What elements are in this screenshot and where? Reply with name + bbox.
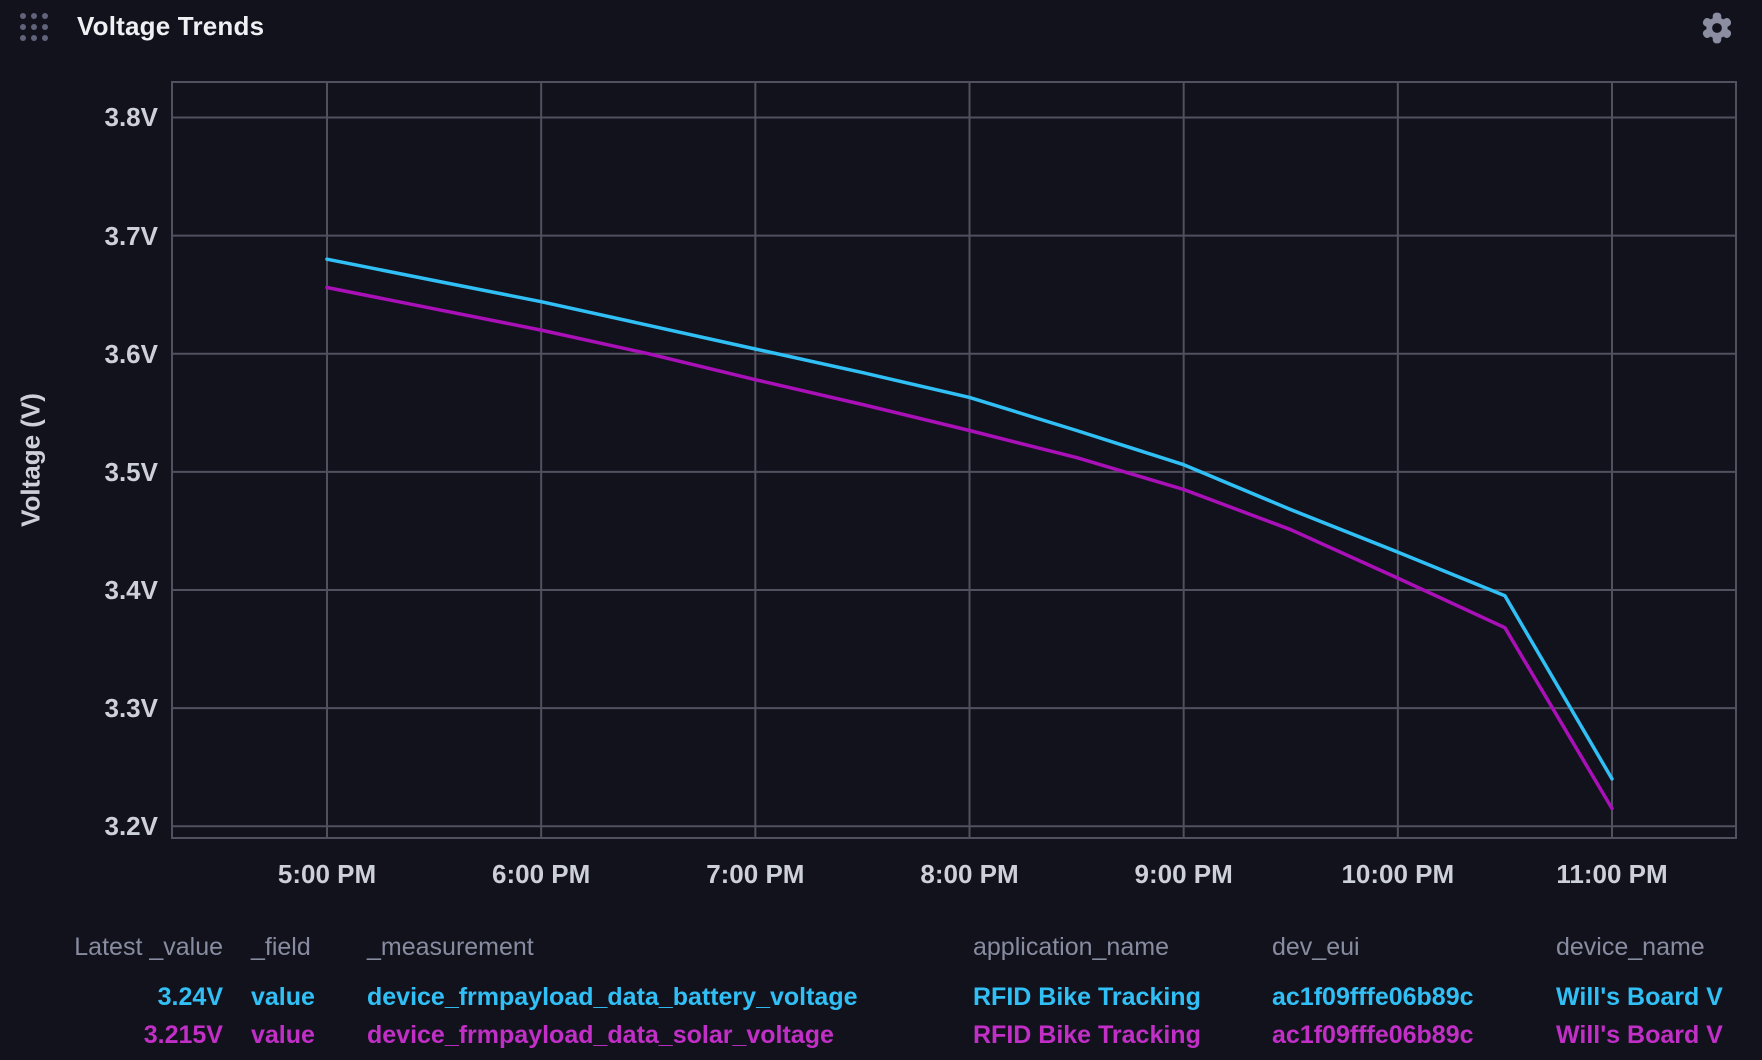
y-tick-label: 3.6V — [104, 338, 159, 369]
drag-handle-icon[interactable] — [20, 13, 48, 41]
legend-cell-application_name: RFID Bike Tracking — [973, 983, 1201, 1011]
drag-dot — [31, 35, 37, 41]
y-axis-title: Voltage (V) — [15, 393, 46, 527]
x-tick-label: 8:00 PM — [920, 859, 1019, 889]
legend-header-field: _field — [251, 933, 311, 961]
y-tick-label: 3.3V — [104, 693, 159, 724]
settings-gear-icon[interactable] — [1700, 11, 1734, 45]
legend-header-latest_value: Latest _value — [74, 933, 223, 961]
series-line-device_frmpayload_data_solar_voltage — [325, 285, 1614, 811]
plot-border — [171, 81, 1737, 839]
x-tick-label: 5:00 PM — [277, 859, 377, 889]
drag-dot — [42, 35, 48, 41]
legend-cell-dev_eui: ac1f09fffe06b89c — [1272, 1021, 1474, 1049]
legend-cell-measurement: device_frmpayload_data_solar_voltage — [367, 1021, 834, 1049]
y-tick-label: 3.2V — [104, 811, 159, 842]
x-tick-label: 6:00 PM — [492, 859, 591, 889]
cell-header: Voltage Trends — [0, 0, 1762, 56]
legend-header-application_name: application_name — [973, 933, 1169, 961]
line-chart-canvas[interactable] — [0, 0, 1762, 960]
y-tick-label: 3.4V — [104, 574, 159, 605]
cell-title: Voltage Trends — [77, 11, 265, 41]
legend-cell-field: value — [251, 1021, 315, 1049]
legend-header-dev_eui: dev_eui — [1272, 933, 1360, 961]
drag-dot — [20, 35, 26, 41]
y-tick-label: 3.8V — [104, 102, 159, 133]
drag-dot — [20, 24, 26, 30]
drag-dot — [42, 13, 48, 19]
x-tick-label: 9:00 PM — [1134, 859, 1233, 889]
legend-header-device_name: device_name — [1556, 933, 1705, 961]
legend-cell-device_name: Will's Board V — [1556, 1021, 1723, 1049]
y-tick-label: 3.7V — [104, 220, 159, 251]
drag-dot — [20, 13, 26, 19]
legend-cell-dev_eui: ac1f09fffe06b89c — [1272, 983, 1474, 1011]
x-tick-label: 10:00 PM — [1341, 859, 1455, 889]
drag-dot — [31, 24, 37, 30]
x-tick-label: 11:00 PM — [1556, 859, 1668, 889]
legend-cell-field: value — [251, 983, 315, 1011]
y-tick-label: 3.5V — [104, 456, 159, 487]
x-tick-label: 7:00 PM — [706, 859, 805, 889]
legend-cell-application_name: RFID Bike Tracking — [973, 1021, 1201, 1049]
series-line-device_frmpayload_data_battery_voltage — [325, 257, 1614, 781]
drag-dot — [42, 24, 48, 30]
legend-header-measurement: _measurement — [367, 933, 534, 961]
legend-cell-measurement: device_frmpayload_data_battery_voltage — [367, 983, 858, 1011]
drag-dot — [31, 13, 37, 19]
legend-cell-latest_value: 3.215V — [143, 1021, 223, 1049]
legend-cell-device_name: Will's Board V — [1556, 983, 1723, 1011]
legend-cell-latest_value: 3.24V — [157, 983, 223, 1011]
